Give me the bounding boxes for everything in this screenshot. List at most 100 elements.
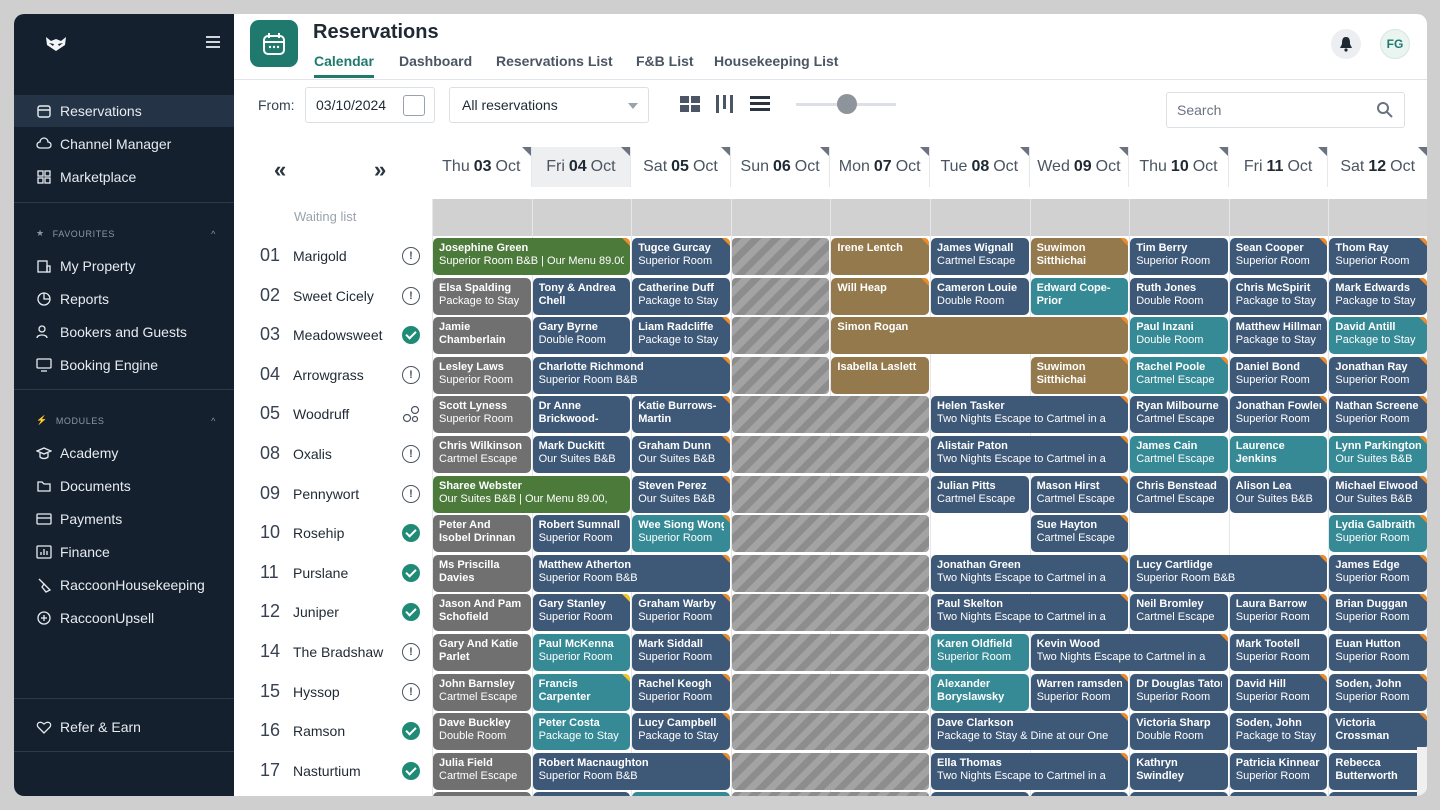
tab-housekeeping-list[interactable]: Housekeeping List xyxy=(714,53,839,69)
booking-block[interactable]: Lydia Galbraith Superior Room xyxy=(1329,515,1427,553)
booking-block[interactable]: James Wignall Cartmel Escape xyxy=(931,238,1029,275)
day-header[interactable]: Sun 06 Oct xyxy=(731,147,831,187)
blocked-dates[interactable] xyxy=(731,436,929,473)
booking-block[interactable]: Philip Johnston xyxy=(1329,792,1427,796)
day-header[interactable]: Wed 09 Oct xyxy=(1030,147,1130,187)
booking-block[interactable]: Paul McKenna Superior Room xyxy=(532,634,631,671)
booking-block[interactable]: Sue Hayton Cartmel Escape xyxy=(1030,515,1129,553)
day-header[interactable]: Sat 12 Oct xyxy=(1328,147,1427,187)
booking-block[interactable]: Michael Elwood Our Suites B&B xyxy=(1329,475,1427,513)
booking-block[interactable]: Patricia Kinnear Superior Room xyxy=(1229,752,1328,790)
booking-block[interactable]: Dave Clarkson Package to Stay & Dine at o… xyxy=(931,713,1129,751)
booking-block[interactable]: David Antill Package to Stay xyxy=(1329,317,1427,355)
sidebar-item-refer-and-earn[interactable]: Refer & Earn xyxy=(14,711,234,743)
tab-fb-list[interactable]: F&B List xyxy=(636,53,694,69)
booking-block[interactable]: Paul Inzani Double Room xyxy=(1130,317,1228,355)
tab-reservations-list[interactable]: Reservations List xyxy=(496,53,613,69)
room-row[interactable]: 17 Nasturtium xyxy=(234,752,432,792)
day-header[interactable]: Fri 11 Oct xyxy=(1229,147,1329,187)
next-week-icon[interactable]: » xyxy=(374,157,387,182)
booking-block[interactable]: Suwimon Sitthichai xyxy=(1030,238,1129,275)
blocked-dates[interactable] xyxy=(731,752,929,790)
booking-block[interactable]: Warren ramsden Superior Room xyxy=(1030,673,1129,711)
sidebar-item-booking-engine[interactable]: Booking Engine xyxy=(14,349,234,381)
alert-icon[interactable]: ! xyxy=(402,484,420,503)
booking-block[interactable]: Julian Pitts Cartmel Escape xyxy=(931,475,1029,513)
room-row[interactable]: 16 Ramson xyxy=(234,712,432,752)
booking-block[interactable]: Tugce Gurcay Superior Room xyxy=(632,238,730,275)
booking-block[interactable]: Rachel Poole Cartmel Escape xyxy=(1130,356,1228,394)
favourites-section-header[interactable]: ★ FAVOURITES ^ xyxy=(36,228,216,239)
check-icon[interactable] xyxy=(402,524,420,543)
waiting-list-row[interactable] xyxy=(432,199,1427,236)
raccoon-logo-icon[interactable] xyxy=(44,36,68,57)
booking-block[interactable]: Nathan Screene Superior Room xyxy=(1329,396,1427,434)
booking-block[interactable]: Alexander Boryslawsky xyxy=(931,673,1029,711)
blocked-dates[interactable] xyxy=(731,594,929,632)
booking-block[interactable]: Lynn Parkington Our Suites B&B xyxy=(1329,436,1427,473)
room-row[interactable]: 04 Arrowgrass! xyxy=(234,356,432,396)
booking-block[interactable]: Soden, John Package to Stay xyxy=(1229,713,1328,751)
booking-block[interactable]: Euan Hutton Superior Room xyxy=(1329,634,1427,671)
alert-icon[interactable]: ! xyxy=(402,682,420,701)
sidebar-item-channel-manager[interactable]: Channel Manager xyxy=(14,128,234,160)
day-header[interactable]: Thu 10 Oct xyxy=(1129,147,1229,187)
booking-block[interactable]: Ruth Jones Double Room xyxy=(1130,277,1228,315)
alert-icon[interactable]: ! xyxy=(402,445,420,463)
booking-block[interactable]: Catherine Duff Package to Stay xyxy=(632,277,730,315)
booking-block[interactable]: Robert Sumnall Superior Room xyxy=(532,515,631,553)
booking-block[interactable]: Francis Carpenter xyxy=(532,673,631,711)
booking-block[interactable]: Kathryn Swindley xyxy=(1130,752,1228,790)
booking-block[interactable]: Rob & Jayne xyxy=(931,792,1029,796)
booking-block[interactable]: Irene Lentch xyxy=(831,238,929,275)
booking-block[interactable]: Robert Smithson xyxy=(1229,792,1328,796)
room-row[interactable]: 01 Marigold! xyxy=(234,237,432,277)
booking-block[interactable]: Sawyer Gao xyxy=(433,792,531,796)
booking-block[interactable]: Brian Duggan Superior Room xyxy=(1329,594,1427,632)
booking-block[interactable]: Ms Priscilla Davies xyxy=(433,554,531,592)
booking-block[interactable]: Victoria Crossman xyxy=(1329,713,1427,751)
booking-block[interactable]: Gary Byrne Double Room xyxy=(532,317,631,355)
booking-block[interactable]: Chris Benstead Cartmel Escape xyxy=(1130,475,1228,513)
day-header[interactable]: Sat 05 Oct xyxy=(631,147,731,187)
booking-block[interactable]: Gary Stanley Superior Room xyxy=(532,594,631,632)
booking-block[interactable]: Thom Ray Superior Room xyxy=(1329,238,1427,275)
zoom-slider-handle[interactable] xyxy=(837,94,857,114)
calendar-picker-icon[interactable] xyxy=(403,95,425,116)
room-row[interactable]: 03 Meadowsweet xyxy=(234,316,432,356)
blocked-dates[interactable] xyxy=(731,634,929,671)
grid-view-icon[interactable] xyxy=(679,94,701,114)
booking-block[interactable]: David Hill Superior Room xyxy=(1229,673,1328,711)
room-row[interactable]: 18Elderberry! xyxy=(234,791,432,796)
check-icon[interactable] xyxy=(402,563,420,582)
booking-block[interactable]: Jonathan Green Two Nights Escape to Cartm… xyxy=(931,554,1129,592)
alert-icon[interactable]: ! xyxy=(402,247,420,265)
booking-block[interactable]: Sharee Webster Our Suites B&B | Our Menu … xyxy=(433,475,631,513)
blocked-dates[interactable] xyxy=(731,515,929,553)
search-icon[interactable] xyxy=(1376,101,1394,122)
booking-block[interactable]: Rachel Keogh Superior Room xyxy=(632,673,730,711)
room-row[interactable]: 14 The Bradshaw! xyxy=(234,633,432,673)
previous-week-icon[interactable]: « xyxy=(274,157,287,182)
check-icon[interactable] xyxy=(402,761,420,780)
sidebar-item-bookers-and-guests[interactable]: Bookers and Guests xyxy=(14,316,234,348)
booking-block[interactable]: Steven Perez Our Suites B&B xyxy=(632,475,730,513)
booking-block[interactable]: Dr Anne Brickwood- xyxy=(532,396,631,434)
booking-block[interactable]: Ian Blight xyxy=(1130,792,1228,796)
booking-block[interactable]: Robert Macnaughton Superior Room B&B xyxy=(532,752,730,790)
booking-block[interactable]: Tony & Andrea Chell xyxy=(532,277,631,315)
booking-block[interactable]: Andrew Magson xyxy=(1030,792,1129,796)
room-row[interactable]: 11 Purslane xyxy=(234,554,432,594)
booking-block[interactable]: Helen Tasker Two Nights Escape to Cartmel… xyxy=(931,396,1129,434)
sidebar-item-payments[interactable]: Payments xyxy=(14,503,234,535)
alert-icon[interactable]: ! xyxy=(402,365,420,384)
booking-block[interactable]: Alison Lea Our Suites B&B xyxy=(1229,475,1328,513)
booking-block[interactable]: Mark Siddall Superior Room xyxy=(632,634,730,671)
booking-block[interactable]: Edward Cope-Prior xyxy=(1030,277,1129,315)
booking-block[interactable]: Chris Wilkinson Cartmel Escape xyxy=(433,436,531,473)
sidebar-item-reports[interactable]: Reports xyxy=(14,283,234,315)
booking-block[interactable]: Tilly Henderson xyxy=(532,792,631,796)
blocked-dates[interactable] xyxy=(731,356,830,394)
booking-block[interactable]: Daniel Bond Superior Room xyxy=(1229,356,1328,394)
booking-block[interactable]: Matthew Hillman Package to Stay xyxy=(1229,317,1328,355)
